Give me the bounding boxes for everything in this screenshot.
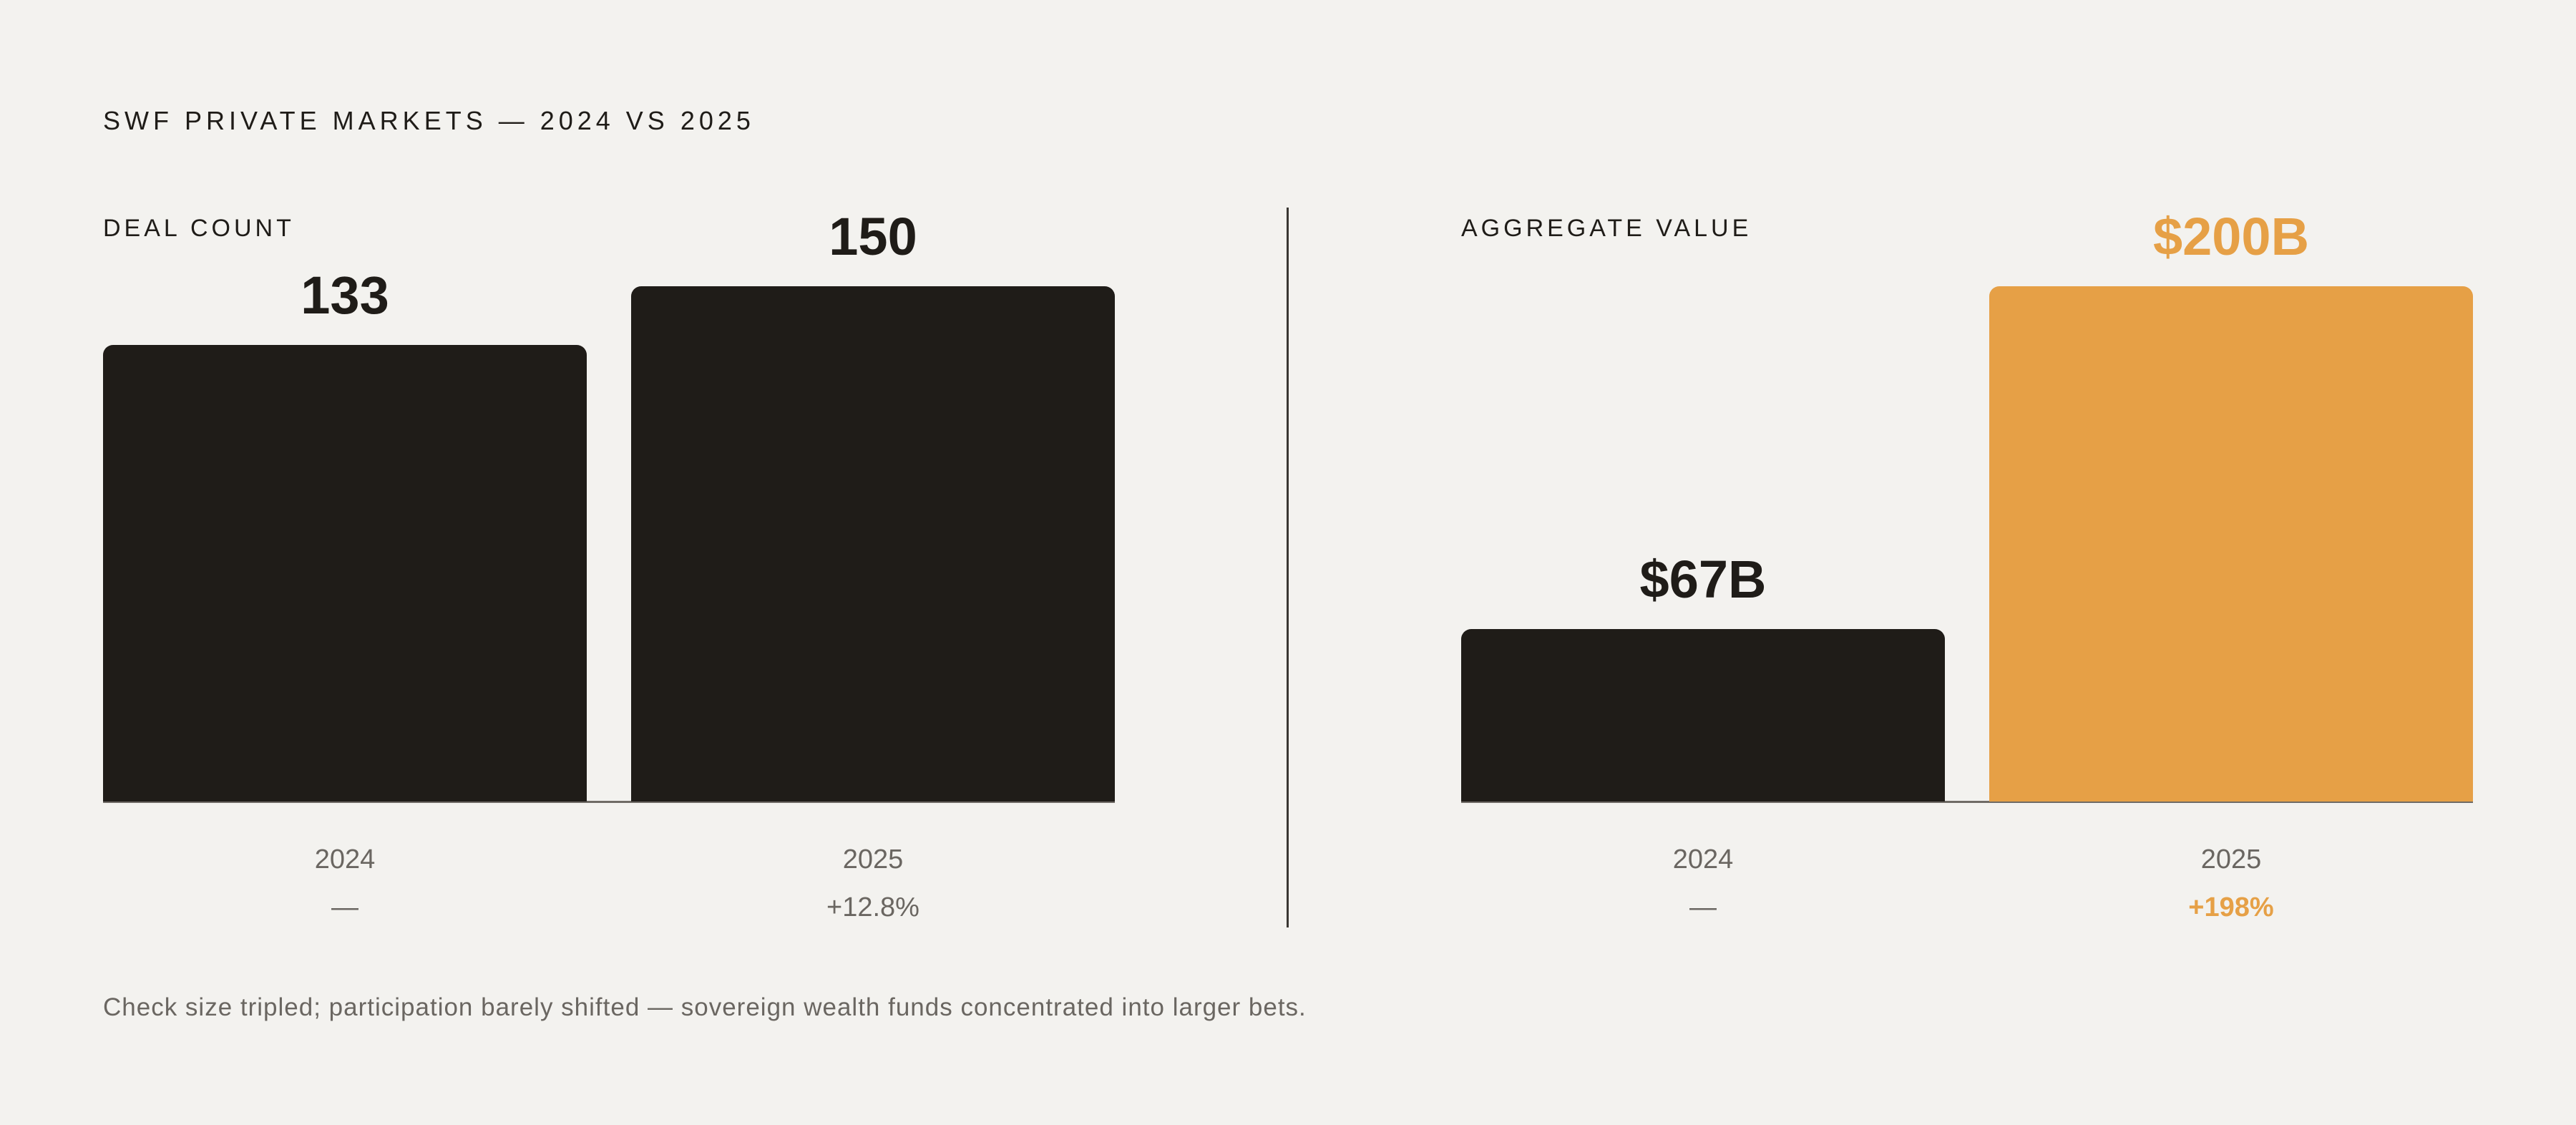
bar-value-label-2025: 150 <box>829 207 917 266</box>
aggregate-value-plot: $67B 2024 — $200B 2025 +198% <box>1461 0 2473 1125</box>
bar-value-label-2024: $67B <box>1639 550 1767 609</box>
change-label-2025: +12.8% <box>826 892 919 922</box>
category-label-2025: 2025 <box>2200 844 2262 875</box>
category-label-2024: 2024 <box>314 844 376 875</box>
panel-divider <box>1287 208 1289 927</box>
bar-2025 <box>631 286 1115 802</box>
aggregate-value-label: AGGREGATE VALUE <box>1461 215 1752 242</box>
footnote: Check size tripled; participation barely… <box>103 993 1307 1021</box>
page-title: SWF PRIVATE MARKETS — 2024 VS 2025 <box>103 106 755 135</box>
aggregate-value-baseline <box>1461 801 2473 803</box>
category-label-2024: 2024 <box>1672 844 1734 875</box>
deal-count-label: DEAL COUNT <box>103 215 295 242</box>
category-label-2025: 2025 <box>842 844 904 875</box>
bar-value-label-2025: $200B <box>2152 207 2310 266</box>
bar-2025 <box>1989 286 2473 802</box>
change-label-2024: — <box>1689 892 1717 922</box>
change-label-2024: — <box>331 892 358 922</box>
bar-2024 <box>1461 629 1945 802</box>
change-label-2025: +198% <box>2188 892 2274 922</box>
bar-value-label-2024: 133 <box>301 266 389 325</box>
deal-count-plot: 133 2024 — 150 2025 +12.8% <box>103 0 1115 1125</box>
bar-2024 <box>103 345 587 802</box>
deal-count-baseline <box>103 801 1115 803</box>
aggregate-value-panel: AGGREGATE VALUE $67B 2024 — $200B 2025 +198% <box>1461 0 2473 1125</box>
deal-count-panel: DEAL COUNT 133 2024 — 150 2025 +12.8% <box>103 0 1115 1125</box>
